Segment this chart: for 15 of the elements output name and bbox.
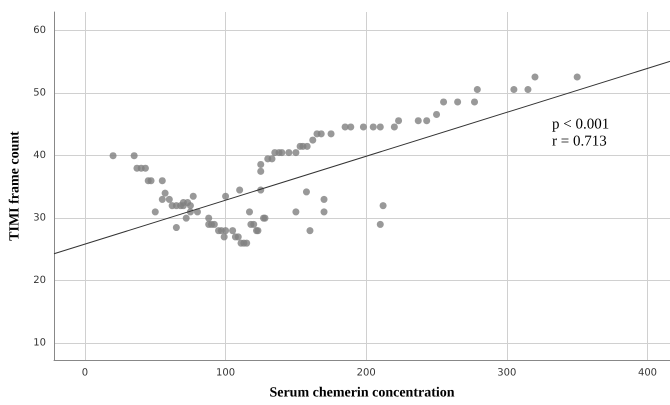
y-tick-label: 20 <box>33 275 46 286</box>
y-tick-label: 60 <box>33 25 46 36</box>
y-tick-label: 40 <box>33 150 46 162</box>
x-tick-label: 400 <box>638 368 658 378</box>
x-tick-label: 300 <box>497 368 516 378</box>
annotation: p < 0.001 <box>552 116 610 132</box>
x-tick-label: 0 <box>82 368 88 378</box>
x-axis-title: Serum chemerin concentration <box>269 386 455 400</box>
y-tick-label: 10 <box>33 338 46 349</box>
y-tick-label: 30 <box>33 212 46 224</box>
x-tick-label: 200 <box>356 368 376 378</box>
y-tick-label: 50 <box>33 88 46 99</box>
y-axis-title: TIMI frame count <box>8 130 22 241</box>
annotation: r = 0.713 <box>552 134 607 150</box>
x-tick-label: 100 <box>216 368 236 378</box>
